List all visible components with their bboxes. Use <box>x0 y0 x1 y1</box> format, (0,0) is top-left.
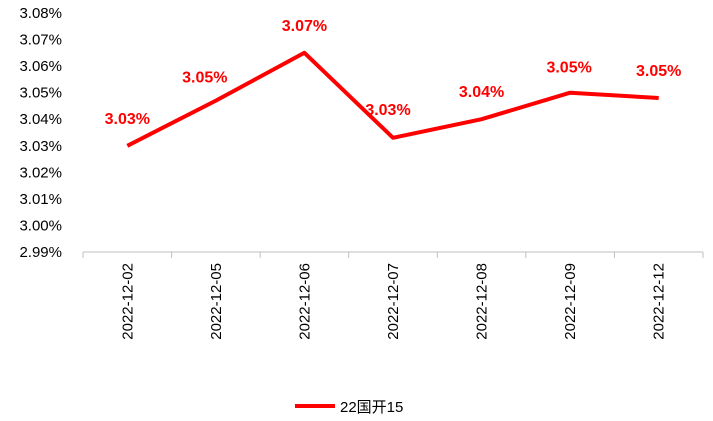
x-tick-label: 2022-12-05 <box>208 263 225 340</box>
x-tick-label: 2022-12-06 <box>296 263 313 340</box>
x-tick-label: 2022-12-02 <box>119 263 136 340</box>
y-tick-label: 2.99% <box>19 244 62 261</box>
x-axis: 2022-12-02 2022-12-05 2022-12-06 2022-12-07… <box>82 251 704 340</box>
data-label: 3.03% <box>105 111 150 128</box>
data-label: 3.05% <box>546 60 591 77</box>
x-tick-label: 2022-12-08 <box>474 263 491 340</box>
data-label: 3.03% <box>365 102 410 119</box>
legend: 22国开15 <box>295 399 403 416</box>
y-tick-label: 3.07% <box>19 32 62 49</box>
y-tick-label: 3.06% <box>19 58 62 75</box>
y-axis: 3.08% 3.07% 3.06% 3.05% 3.04% 3.03% 3.02% 3.01%… <box>19 5 62 261</box>
data-label: 3.04% <box>459 84 504 101</box>
y-tick-label: 3.08% <box>19 5 62 22</box>
data-label: 3.05% <box>636 63 681 80</box>
x-tick-label: 2022-12-09 <box>562 263 579 340</box>
data-label: 3.05% <box>182 70 227 87</box>
y-tick-label: 3.00% <box>19 217 62 234</box>
y-tick-label: 3.04% <box>19 111 62 128</box>
data-label: 3.07% <box>282 18 327 35</box>
x-tick-label: 2022-12-12 <box>651 263 668 340</box>
legend-label: 22国开15 <box>340 399 403 416</box>
data-labels: 3.03% 3.05% 3.07% 3.03% 3.04% 3.05% 3.05% <box>105 18 682 128</box>
y-tick-label: 3.01% <box>19 191 62 208</box>
series-line <box>126 50 659 148</box>
series-layer <box>126 50 659 148</box>
y-tick-label: 3.03% <box>19 138 62 155</box>
x-tick-label: 2022-12-07 <box>385 263 402 340</box>
y-tick-label: 3.05% <box>19 85 62 102</box>
y-tick-label: 3.02% <box>19 164 62 181</box>
